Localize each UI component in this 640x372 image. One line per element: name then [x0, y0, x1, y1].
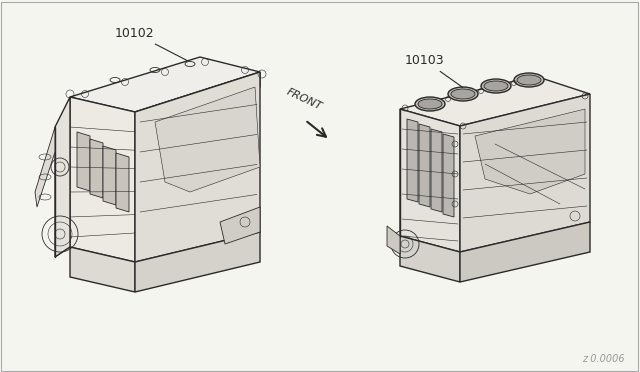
Polygon shape: [135, 72, 260, 127]
Ellipse shape: [514, 73, 544, 87]
Polygon shape: [475, 109, 585, 194]
Polygon shape: [419, 124, 430, 207]
Ellipse shape: [484, 81, 508, 91]
Polygon shape: [77, 132, 90, 191]
Polygon shape: [35, 127, 55, 207]
Polygon shape: [70, 57, 260, 112]
Polygon shape: [70, 97, 135, 262]
Polygon shape: [103, 146, 116, 205]
Polygon shape: [400, 76, 590, 126]
Polygon shape: [431, 129, 442, 212]
Polygon shape: [400, 109, 460, 252]
Polygon shape: [387, 226, 400, 254]
Text: FRONT: FRONT: [285, 87, 324, 112]
Polygon shape: [135, 232, 260, 292]
Ellipse shape: [517, 75, 541, 85]
Polygon shape: [407, 119, 418, 202]
Polygon shape: [70, 247, 135, 292]
Ellipse shape: [415, 97, 445, 111]
Polygon shape: [90, 139, 103, 198]
Polygon shape: [135, 72, 260, 262]
Text: 10103: 10103: [405, 54, 463, 87]
Polygon shape: [155, 87, 260, 192]
Ellipse shape: [451, 89, 475, 99]
Ellipse shape: [418, 99, 442, 109]
Polygon shape: [55, 97, 70, 257]
Polygon shape: [116, 153, 129, 212]
Ellipse shape: [481, 79, 511, 93]
Text: z 0.0006: z 0.0006: [582, 354, 625, 364]
Ellipse shape: [448, 87, 478, 101]
Polygon shape: [443, 134, 454, 217]
Polygon shape: [460, 222, 590, 282]
Polygon shape: [400, 236, 460, 282]
Polygon shape: [220, 207, 260, 244]
Polygon shape: [460, 94, 590, 252]
Text: 10102: 10102: [115, 27, 188, 61]
